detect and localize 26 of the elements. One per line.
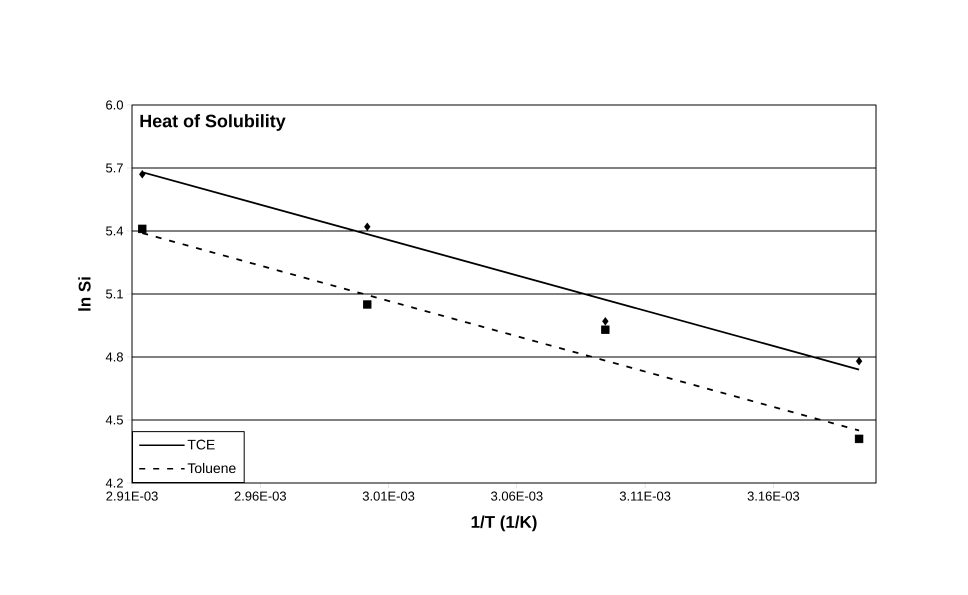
point <box>601 325 610 334</box>
x-axis-title: 1/T (1/K) <box>472 516 537 532</box>
x-tick-label: 3.06E-03 <box>491 492 543 501</box>
y-tick-label: 5.1 <box>106 289 123 298</box>
y-tick-label: 5.4 <box>106 226 124 236</box>
legend-label: TCE <box>188 440 215 450</box>
y-axis-title: ln Si <box>78 277 91 311</box>
point <box>363 300 372 309</box>
point <box>854 434 864 444</box>
legend-label: Toluene <box>188 462 236 474</box>
x-tick-label: 2.96E-03 <box>234 492 286 501</box>
y-tick-label: 4.5 <box>106 415 123 424</box>
y-tick-label: 4.8 <box>106 352 123 362</box>
y-tick-label: 6.0 <box>106 100 123 110</box>
x-tick-label: 2.91E-03 <box>106 492 158 501</box>
y-tick-label: 4.2 <box>106 478 123 488</box>
x-tick-label: 3.01E-03 <box>362 492 414 501</box>
point <box>602 317 609 326</box>
point <box>139 170 146 178</box>
y-tick-label: 5.7 <box>106 163 123 172</box>
point <box>364 222 370 231</box>
x-tick-label: 3.11E-03 <box>620 492 670 501</box>
point <box>138 224 146 234</box>
x-tick-label: 3.16E-03 <box>748 492 800 501</box>
point <box>856 356 862 366</box>
chart-title: Heat of Solubility <box>140 114 286 131</box>
